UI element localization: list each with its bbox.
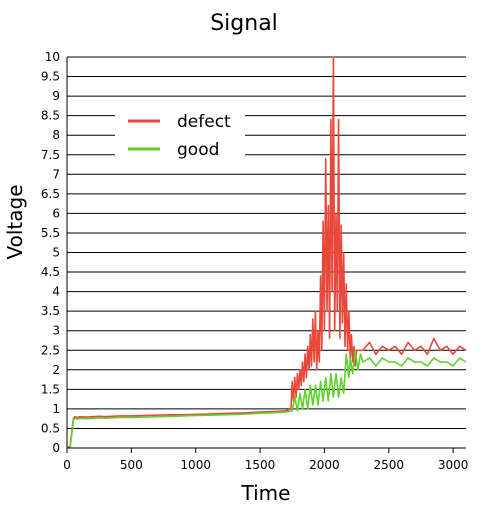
x-tick-label: 0 [63, 458, 71, 472]
x-tick-label: 2000 [309, 458, 340, 472]
legend-label: defect [177, 112, 231, 132]
series-line-good [66, 349, 467, 449]
x-tick-label: 1000 [180, 458, 211, 472]
legend-label: good [177, 140, 219, 160]
y-tick-label: 5.5 [41, 226, 60, 240]
y-tick-label: 1 [52, 402, 60, 416]
y-tick-label: 5 [52, 246, 60, 260]
x-tick-label: 1500 [245, 458, 276, 472]
y-tick-label: 9.5 [41, 70, 60, 84]
y-tick-label: 7.5 [41, 148, 60, 162]
y-tick-label: 3.5 [41, 304, 60, 318]
legend: defect good [115, 103, 245, 165]
y-tick-label: 2 [52, 363, 60, 377]
y-tick-label: 6 [52, 206, 60, 220]
y-axis-label: Voltage [3, 184, 27, 259]
legend-box [115, 103, 245, 165]
y-tick-label: 3 [52, 324, 60, 338]
series-line-defect [66, 56, 467, 449]
y-tick-label: 6.5 [41, 187, 60, 201]
y-tick-label: 8.5 [41, 109, 60, 123]
y-tick-label: 4 [52, 285, 60, 299]
y-tick-label: 4.5 [41, 265, 60, 279]
y-tick-label: 7 [52, 167, 60, 181]
y-tick-label: 1.5 [41, 382, 60, 396]
x-tick-label: 2500 [374, 458, 405, 472]
x-tick-label: 3000 [438, 458, 469, 472]
x-tick-label: 500 [120, 458, 143, 472]
y-tick-label: 0.5 [41, 421, 60, 435]
x-axis-label: Time [241, 481, 291, 505]
y-tick-label: 10 [45, 50, 60, 64]
y-tick-label: 0 [52, 441, 60, 455]
y-tick-label: 8 [52, 128, 60, 142]
y-tick-label: 2.5 [41, 343, 60, 357]
gridlines [67, 56, 466, 449]
series-layer [66, 56, 467, 449]
axes: 0 0.5 1 1.5 2 2.5 3 3.5 4 4.5 5 5.5 6 6.5 7 7.5 8 8.5 9 9.5… [41, 50, 468, 472]
y-tick-label: 9 [52, 89, 60, 103]
chart-title: Signal [210, 11, 278, 36]
